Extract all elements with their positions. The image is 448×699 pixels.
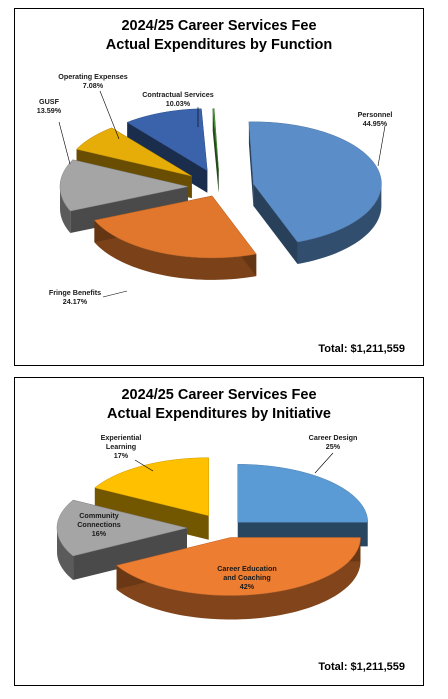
slice-label-operating-expenses: Operating Expenses 7.08% xyxy=(58,72,128,90)
chart-panel-function: 2024/25 Career Services Fee Actual Expen… xyxy=(14,8,424,366)
leader-line xyxy=(58,121,71,165)
chart-panel-initiative: 2024/25 Career Services Fee Actual Expen… xyxy=(14,377,424,686)
pie-slice xyxy=(212,108,219,193)
leader-line xyxy=(102,290,128,298)
pie-slice xyxy=(248,121,382,265)
chart-subtitle: Actual Expenditures by Function xyxy=(105,37,333,53)
slice-label-experiential-learning: Experiential Learning 17% xyxy=(101,433,142,460)
chart-total: Total: $1,211,559 xyxy=(318,343,405,355)
slice-label-personnel: Personnel 44.95% xyxy=(358,110,393,128)
chart-total: Total: $1,211,559 xyxy=(318,661,405,673)
chart-subtitle: Actual Expenditures by Initiative xyxy=(107,406,331,422)
slice-label-career-education: Career Education and Coaching 42% xyxy=(217,564,277,591)
pie-chart-initiative: Career Design 25% Career Education and Coac… xyxy=(56,433,368,620)
slice-label-career-design: Career Design 25% xyxy=(309,433,358,451)
leader-line xyxy=(134,459,154,472)
slice-label-gusf: GUSF 13.59% xyxy=(37,97,62,115)
slice-label-contractual-services: Contractual Services 10.03% xyxy=(142,90,214,108)
slice-label-fringe-benefits: Fringe Benefits 24.17% xyxy=(49,288,101,306)
pie-slice xyxy=(115,537,361,620)
pie-slice xyxy=(93,195,257,280)
leader-line xyxy=(314,452,334,474)
pie-chart-function: Operating Expenses 7.08% GUSF 13.59% Contrac… xyxy=(37,72,393,306)
chart-title: 2024/25 Career Services Fee xyxy=(121,18,317,34)
leader-line xyxy=(377,125,386,167)
leader-line xyxy=(99,90,120,140)
pie-slice xyxy=(237,464,368,547)
chart-title: 2024/25 Career Services Fee xyxy=(121,387,317,403)
slice-label-community-connections: Community Connections 16% xyxy=(77,511,121,538)
pie-slice xyxy=(56,499,188,580)
